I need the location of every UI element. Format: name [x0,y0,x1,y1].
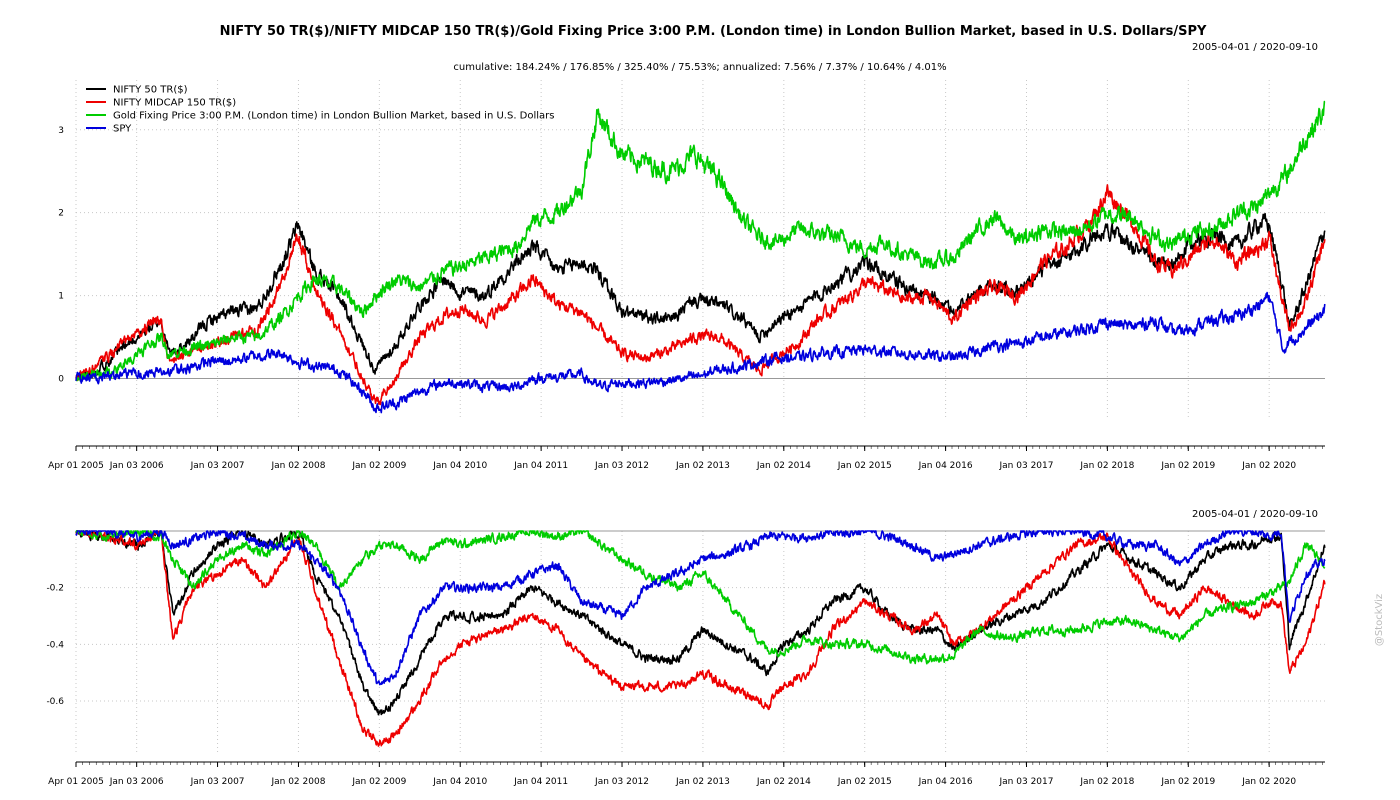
series-line [75,212,1326,380]
x-tick-label: Jan 02 2009 [351,777,406,787]
x-tick-label: Jan 02 2019 [1160,461,1215,471]
x-tick-label: Jan 02 2009 [351,461,406,471]
series-line [75,100,1326,382]
x-tick-label: Jan 02 2008 [270,461,325,471]
x-tick-label: Jan 02 2013 [675,461,730,471]
x-tick-label: Jan 02 2008 [270,777,325,787]
panel-cumulative: 0 1 2 3 Apr 01 2005 Jan 03 2006 Jan 03 2007 Jan… [48,80,1326,471]
date-range-top: 2005-04-01 / 2020-09-10 [1192,42,1318,53]
x-tick-label: Apr 01 2005 [48,461,104,471]
x-tick-label: Jan 03 2017 [999,777,1054,787]
series-line [75,530,1326,665]
y-tick-label: 1 [58,292,64,302]
date-range-bottom: 2005-04-01 / 2020-09-10 [1192,509,1318,520]
x-tick-label: Jan 03 2012 [594,461,649,471]
x-tick-label: Jan 03 2007 [190,461,245,471]
legend-label: SPY [113,124,132,135]
x-tick-label: Jan 04 2010 [432,777,487,787]
x-tick-label: Jan 03 2007 [190,777,245,787]
x-tick-label: Jan 04 2016 [918,777,973,787]
y-tick-label: 3 [58,126,64,136]
legend-label: Gold Fixing Price 3:00 P.M. (London time… [113,111,555,122]
x-tick-label: Jan 04 2011 [513,777,568,787]
x-tick-label: Jan 02 2015 [837,461,892,471]
y-tick-label: -0.4 [46,640,64,650]
x-tick-label: Apr 01 2005 [48,777,104,787]
panel-drawdown: -0.2 -0.4 -0.6 Apr 01 2005 Jan 03 2006 Jan 03… [46,530,1326,787]
x-tick-label: Jan 02 2019 [1160,777,1215,787]
x-tick-label: Jan 02 2018 [1079,777,1134,787]
legend-label: NIFTY 50 TR($) [113,85,188,96]
x-tick-label: Jan 03 2006 [109,777,164,787]
x-tick-label: Jan 04 2016 [918,461,973,471]
series-line [75,184,1326,406]
x-tick-label: Jan 03 2012 [594,777,649,787]
legend-label: NIFTY MIDCAP 150 TR($) [113,98,236,109]
series-line [75,530,1326,686]
chart-title: NIFTY 50 TR($)/NIFTY MIDCAP 150 TR($)/Go… [220,24,1207,39]
series-line [75,291,1326,414]
y-tick-label: -0.6 [46,697,64,707]
y-tick-label: -0.2 [46,584,64,594]
x-tick-label: Jan 02 2018 [1079,461,1134,471]
x-tick-label: Jan 03 2017 [999,461,1054,471]
x-tick-label: Jan 04 2011 [513,461,568,471]
x-tick-label: Jan 02 2014 [756,461,811,471]
x-tick-label: Jan 03 2006 [109,461,164,471]
series-line [75,530,1326,747]
legend: NIFTY 50 TR($) NIFTY MIDCAP 150 TR($) Gold… [86,85,555,135]
x-tick-label: Jan 02 2015 [837,777,892,787]
chart-subtitle: cumulative: 184.24% / 176.85% / 325.40% … [453,62,946,73]
x-tick-label: Jan 02 2020 [1241,777,1296,787]
x-tick-label: Jan 04 2010 [432,461,487,471]
x-tick-label: Jan 02 2014 [756,777,811,787]
watermark: @StockViz [1374,594,1385,646]
x-tick-label: Jan 02 2020 [1241,461,1296,471]
y-tick-label: 2 [58,209,64,219]
y-tick-label: 0 [58,375,64,385]
x-tick-label: Jan 02 2013 [675,777,730,787]
